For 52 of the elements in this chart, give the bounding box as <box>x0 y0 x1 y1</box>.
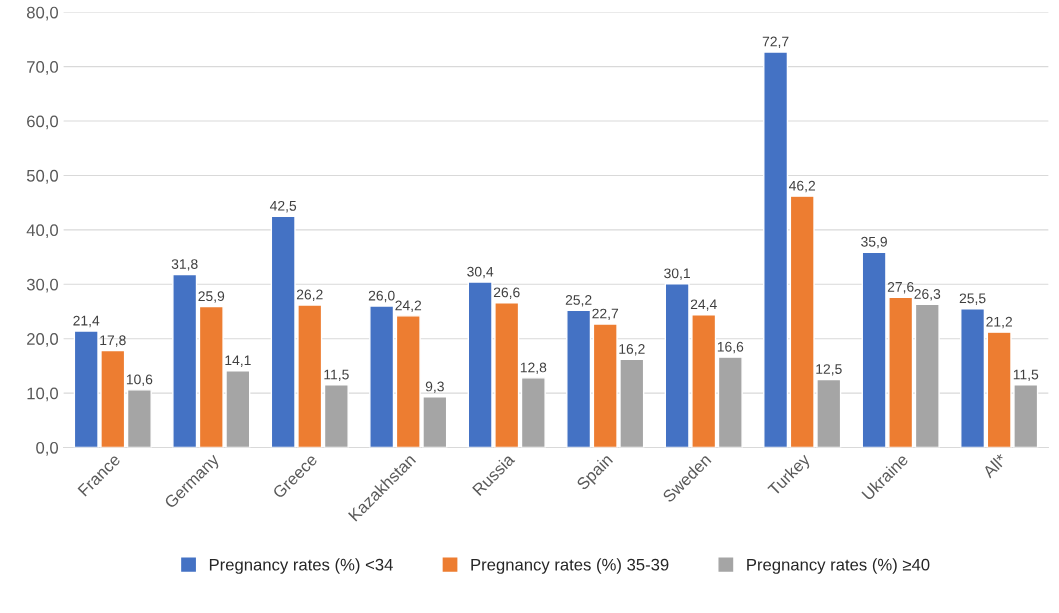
y-tick-label: 70,0 <box>27 61 59 75</box>
bar <box>914 303 940 448</box>
data-label: 14,1 <box>225 355 251 367</box>
data-label: 46,2 <box>789 180 816 193</box>
bar <box>126 389 152 448</box>
data-label: 11,5 <box>324 369 349 382</box>
legend-label: Pregnancy rates (%) ≥40 <box>747 558 930 574</box>
y-tick-label: 80,0 <box>26 6 59 21</box>
bar <box>717 356 743 448</box>
data-label: 16,6 <box>717 341 744 354</box>
x-tick-label: All* <box>981 452 1008 479</box>
data-label: 21,4 <box>73 315 100 328</box>
data-label: 22,7 <box>592 308 619 321</box>
bar <box>520 377 546 448</box>
y-tick-label: 10,0 <box>27 387 59 402</box>
data-label: 21,2 <box>986 316 1012 329</box>
bar <box>369 305 395 448</box>
data-label: 42,5 <box>269 200 297 213</box>
data-label: 16,2 <box>619 344 645 356</box>
bar <box>763 51 789 448</box>
data-label: 30,1 <box>664 268 690 280</box>
data-label: 17,8 <box>100 335 126 347</box>
data-label: 25,5 <box>959 293 986 305</box>
y-tick-label: 0,0 <box>36 441 59 456</box>
y-tick-label: 20,0 <box>27 333 59 347</box>
y-tick-label: 60,0 <box>27 115 59 130</box>
y-tick-label: 30,0 <box>26 278 59 293</box>
legend-label: Pregnancy rates (%) <34 <box>209 558 393 574</box>
data-label: 25,2 <box>565 295 592 307</box>
data-label: 26,3 <box>914 289 941 301</box>
bar <box>172 273 198 448</box>
data-label: 35,9 <box>861 236 887 249</box>
data-label: 30,4 <box>467 266 494 279</box>
data-label: 10,6 <box>126 374 153 386</box>
data-label: 26,2 <box>296 289 323 302</box>
data-label: 12,5 <box>816 364 842 376</box>
data-label: 9,3 <box>425 381 444 394</box>
data-label: 24,2 <box>395 300 422 312</box>
data-label: 24,4 <box>690 299 717 311</box>
y-tick-label: 50,0 <box>26 169 59 184</box>
data-label: 27,6 <box>887 281 914 294</box>
data-label: 31,8 <box>171 259 198 271</box>
data-label: 12,8 <box>520 362 547 374</box>
data-label: 26,0 <box>368 290 395 303</box>
data-label: 26,6 <box>493 287 520 299</box>
legend-label: Pregnancy rates (%) 35-39 <box>471 558 669 574</box>
data-label: 25,9 <box>198 291 225 303</box>
bar <box>566 309 592 448</box>
data-label: 11,5 <box>1013 369 1039 382</box>
data-label: 72,7 <box>762 36 789 49</box>
bar <box>323 384 349 448</box>
y-tick-label: 40,0 <box>26 224 59 239</box>
